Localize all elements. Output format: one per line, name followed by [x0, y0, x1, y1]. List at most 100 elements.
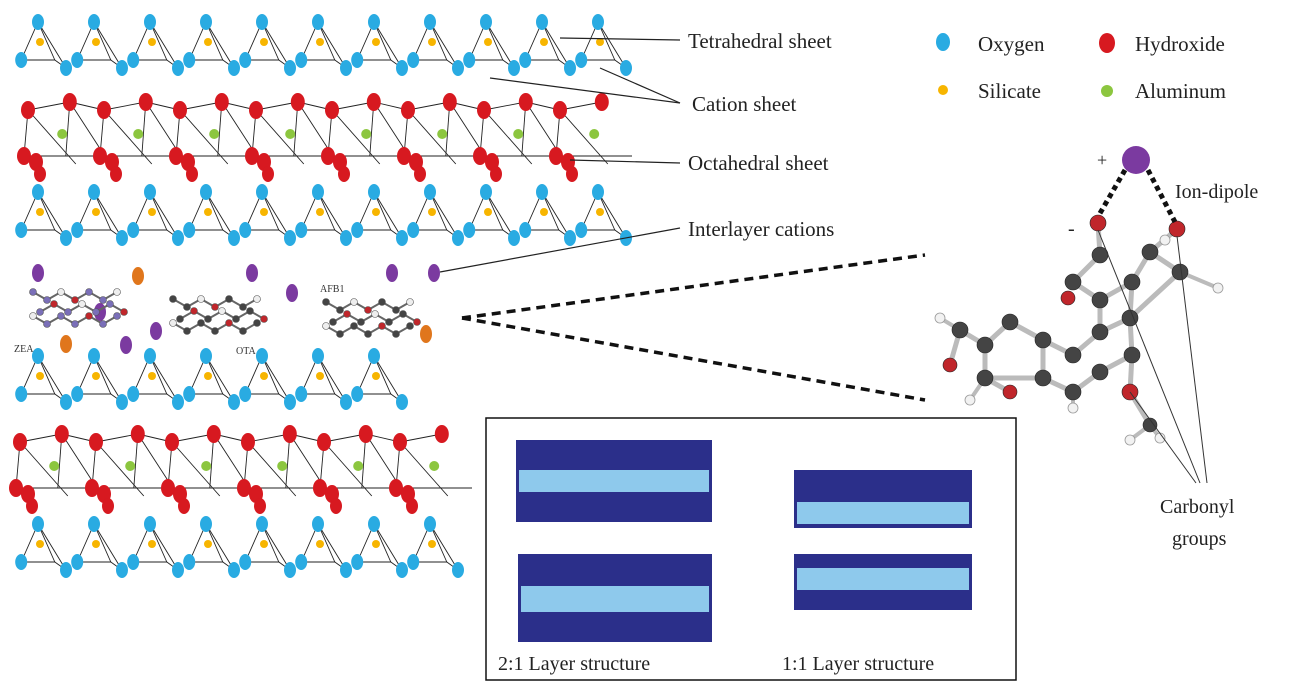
oxygen-atom [256, 516, 268, 532]
oxygen-atom [256, 348, 268, 364]
oxygen-atom [284, 394, 296, 410]
silicate-atom [372, 208, 380, 216]
oxygen-atom [407, 554, 420, 570]
silicate-atom [148, 208, 156, 216]
oxygen-atom [32, 516, 44, 532]
hydroxide-atom [389, 479, 403, 497]
octa-atoms [17, 93, 609, 182]
oxygen-atom [88, 516, 100, 532]
carbon-atom [1034, 331, 1052, 349]
silicate-atom [36, 208, 44, 216]
hydroxide-atom [34, 166, 46, 182]
hydroxide-atom [490, 166, 502, 182]
hydroxide-atom [110, 166, 122, 182]
silicate-atom [36, 38, 44, 46]
hydroxide-atom [93, 147, 107, 165]
oxygen-atom-icon [936, 33, 950, 51]
hydroxide-atom [477, 101, 491, 119]
hydroxide-atom [321, 147, 335, 165]
hydroxide-atom [169, 147, 183, 165]
layer-structure-2-1-top [516, 440, 712, 522]
oxygen-atom [127, 222, 140, 238]
hydroxide-atom [62, 93, 77, 111]
hydroxide-atom [317, 433, 331, 451]
carbonyl-label-line1: Carbonyl [1160, 496, 1235, 518]
hydroxide-atom [366, 93, 381, 111]
hydroxide-atom [249, 101, 263, 119]
silicate-atom [92, 208, 100, 216]
oxygen-atom [200, 184, 212, 200]
carbon-atom [1142, 417, 1158, 433]
oxygen-atom [200, 14, 212, 30]
silicate-atom [260, 208, 268, 216]
interlayer-cation [428, 264, 440, 282]
hydroxide-atom [414, 166, 426, 182]
oxygen-atom [396, 230, 408, 246]
oxygen-atom [116, 562, 128, 578]
hydroxide-atom [254, 498, 266, 514]
hydroxide-atom [313, 479, 327, 497]
layer-structure-inset: 2:1 Layer structure 1:1 Layer structure [485, 417, 1017, 681]
silicate-atom [204, 540, 212, 548]
silicate-atom [92, 540, 100, 548]
annotation-leaders [439, 37, 681, 273]
carbonyl-pointers [1097, 229, 1208, 484]
oxygen-atom [88, 14, 100, 30]
oxygen-atom [172, 394, 184, 410]
oxygen-atom [564, 230, 576, 246]
oxygen-atom [312, 516, 324, 532]
carbon-atom [1064, 273, 1082, 291]
interlayer-cations-label: Interlayer cations [688, 217, 834, 241]
hydroxide-atom [549, 147, 563, 165]
octa-atoms [9, 425, 449, 514]
light-layer [797, 568, 969, 590]
oxygen-atom [32, 184, 44, 200]
hydroxide-atom [173, 101, 187, 119]
legend-hydroxide-label: Hydroxide [1135, 32, 1225, 56]
carbonyl-label-line2: groups [1172, 528, 1227, 550]
silicate-atom [316, 540, 324, 548]
cation-ion [1122, 146, 1150, 174]
hydroxide-atom-icon [1099, 33, 1115, 53]
oxygen-atom [116, 60, 128, 76]
aluminum-atom-icon [1101, 85, 1113, 97]
hydroxide-atom [406, 498, 418, 514]
interlayer-cation [132, 267, 144, 285]
interlayer-cation [386, 264, 398, 282]
layer-structure-2-1-bottom [518, 554, 712, 642]
carbon-atom [1091, 363, 1109, 381]
hydroxide-atom [206, 425, 221, 443]
oxygen-atom [239, 554, 252, 570]
oxygen-atom [144, 348, 156, 364]
layer-structure-1-1-bottom [794, 554, 972, 610]
oxygen-atom [351, 52, 364, 68]
aluminum-atom [361, 129, 372, 139]
oxygen-atom [88, 348, 100, 364]
oxygen-atom [620, 60, 632, 76]
oxygen-atom [463, 52, 476, 68]
hydroxide-atom [13, 433, 27, 451]
oxygen-atom [452, 230, 464, 246]
carbon-atom [1064, 383, 1082, 401]
aflatoxin-molecule-detail [934, 146, 1224, 484]
oxygen-atom [15, 554, 28, 570]
hydroxide-atom [290, 93, 305, 111]
silicate-atom [484, 208, 492, 216]
silicate-atom [316, 372, 324, 380]
carbon-atom [1123, 273, 1141, 291]
silicate-atom [148, 372, 156, 380]
oxygen-atom [183, 222, 196, 238]
hydroxide-atom [102, 498, 114, 514]
oxygen-atom [312, 184, 324, 200]
legend: Oxygen Hydroxide Silicate Aluminum [936, 32, 1226, 103]
oxygen-atom [575, 222, 588, 238]
afb1-label: AFB1 [320, 284, 344, 295]
silicate-atom [316, 208, 324, 216]
aluminum-atom [57, 129, 68, 139]
zoom-lines [461, 253, 926, 402]
oxygen-atom [116, 230, 128, 246]
oxygen-atom [351, 554, 364, 570]
silicate-atom [36, 372, 44, 380]
oxygen-atom [452, 562, 464, 578]
ion-dipole-label: Ion-dipole [1175, 181, 1258, 203]
